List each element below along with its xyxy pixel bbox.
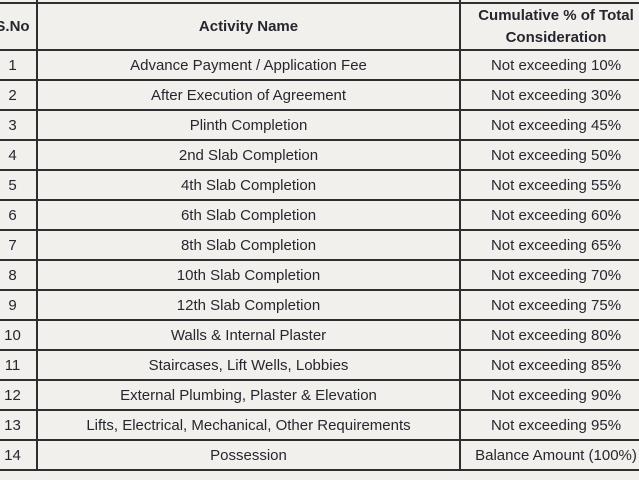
table-row: 14 Possession Balance Amount (100%) — [0, 439, 639, 471]
sno-cell: 4 — [0, 139, 38, 171]
table-row: 1 Advance Payment / Application Fee Not … — [0, 49, 639, 81]
sno-cell: 7 — [0, 229, 38, 261]
sno-cell: 1 — [0, 49, 38, 81]
cumulative-cell: Not exceeding 55% — [459, 169, 639, 201]
activity-cell: Plinth Completion — [36, 109, 461, 141]
activity-cell: 10th Slab Completion — [36, 259, 461, 291]
activity-cell: 2nd Slab Completion — [36, 139, 461, 171]
cumulative-cell: Not exceeding 95% — [459, 409, 639, 441]
table-row: 12 External Plumbing, Plaster & Elevatio… — [0, 379, 639, 411]
table-row: 8 10th Slab Completion Not exceeding 70% — [0, 259, 639, 291]
cropped-cell — [36, 0, 461, 4]
table-row: 10 Walls & Internal Plaster Not exceedin… — [0, 319, 639, 351]
cumulative-cell: Balance Amount (100%) — [459, 439, 639, 471]
cumulative-cell: Not exceeding 50% — [459, 139, 639, 171]
cropped-cell — [459, 0, 639, 4]
table-row: 4 2nd Slab Completion Not exceeding 50% — [0, 139, 639, 171]
cumulative-cell: Not exceeding 70% — [459, 259, 639, 291]
cumulative-cell: Not exceeding 90% — [459, 379, 639, 411]
table-header-row: S.No Activity Name Cumulative % of Total… — [0, 2, 639, 51]
cumulative-cell: Not exceeding 10% — [459, 49, 639, 81]
activity-cell: Walls & Internal Plaster — [36, 319, 461, 351]
cropped-cell — [0, 0, 38, 4]
sno-cell: 14 — [0, 439, 38, 471]
sno-cell: 12 — [0, 379, 38, 411]
sno-cell: 13 — [0, 409, 38, 441]
cropped-row-above — [0, 0, 639, 4]
cumulative-cell: Not exceeding 45% — [459, 109, 639, 141]
header-sno: S.No — [0, 2, 38, 51]
activity-cell: Staircases, Lift Wells, Lobbies — [36, 349, 461, 381]
table-row: 9 12th Slab Completion Not exceeding 75% — [0, 289, 639, 321]
cumulative-cell: Not exceeding 30% — [459, 79, 639, 111]
sno-cell: 3 — [0, 109, 38, 141]
cumulative-cell: Not exceeding 85% — [459, 349, 639, 381]
table-row: 5 4th Slab Completion Not exceeding 55% — [0, 169, 639, 201]
sno-cell: 10 — [0, 319, 38, 351]
table-row: 2 After Execution of Agreement Not excee… — [0, 79, 639, 111]
table-row: 7 8th Slab Completion Not exceeding 65% — [0, 229, 639, 261]
header-activity-name: Activity Name — [36, 2, 461, 51]
table-row: 13 Lifts, Electrical, Mechanical, Other … — [0, 409, 639, 441]
cumulative-cell: Not exceeding 60% — [459, 199, 639, 231]
activity-cell: External Plumbing, Plaster & Elevation — [36, 379, 461, 411]
activity-cell: Advance Payment / Application Fee — [36, 49, 461, 81]
table-row: 6 6th Slab Completion Not exceeding 60% — [0, 199, 639, 231]
table-row: 11 Staircases, Lift Wells, Lobbies Not e… — [0, 349, 639, 381]
sno-cell: 11 — [0, 349, 38, 381]
sno-cell: 2 — [0, 79, 38, 111]
cumulative-cell: Not exceeding 80% — [459, 319, 639, 351]
sno-cell: 5 — [0, 169, 38, 201]
activity-cell: After Execution of Agreement — [36, 79, 461, 111]
cumulative-cell: Not exceeding 75% — [459, 289, 639, 321]
sno-cell: 6 — [0, 199, 38, 231]
sno-cell: 9 — [0, 289, 38, 321]
activity-cell: 4th Slab Completion — [36, 169, 461, 201]
activity-cell: 12th Slab Completion — [36, 289, 461, 321]
activity-cell: Possession — [36, 439, 461, 471]
activity-cell: Lifts, Electrical, Mechanical, Other Req… — [36, 409, 461, 441]
activity-cell: 8th Slab Completion — [36, 229, 461, 261]
table-row: 3 Plinth Completion Not exceeding 45% — [0, 109, 639, 141]
sno-cell: 8 — [0, 259, 38, 291]
cumulative-cell: Not exceeding 65% — [459, 229, 639, 261]
header-cumulative-percent: Cumulative % of Total Consideration — [459, 2, 639, 51]
activity-cell: 6th Slab Completion — [36, 199, 461, 231]
